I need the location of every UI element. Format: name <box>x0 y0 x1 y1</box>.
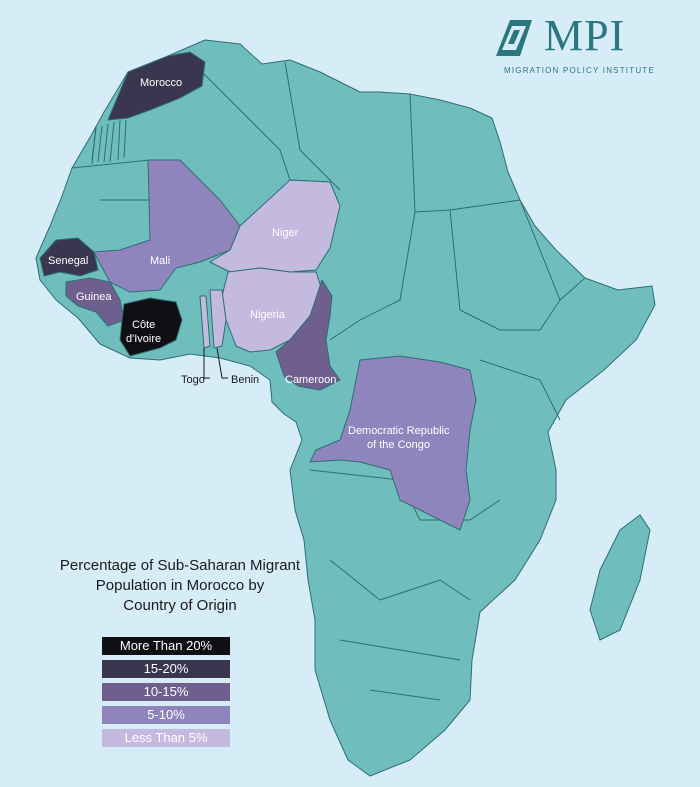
legend-item-under-5: Less Than 5% <box>102 729 230 747</box>
label-niger: Niger <box>272 227 299 239</box>
legend: More Than 20% 15-20% 10-15% 5-10% Less T… <box>102 637 230 752</box>
label-nigeria: Nigeria <box>250 309 286 321</box>
country-mali <box>93 159 241 293</box>
label-morocco: Morocco <box>140 77 182 89</box>
country-drc <box>309 355 477 531</box>
country-guinea <box>65 277 125 327</box>
country-benin <box>209 289 227 349</box>
label-drc-line1: Democratic Republic <box>348 425 450 437</box>
label-guinea: Guinea <box>76 291 112 303</box>
label-togo: Togo <box>181 374 205 386</box>
label-cote-divoire-line1: Côte <box>132 319 155 331</box>
label-mali: Mali <box>150 255 170 267</box>
western-sahara-hatch <box>91 119 127 163</box>
madagascar <box>589 514 651 641</box>
mpi-logo: MPI MIGRATION POLICY INSTITUTE <box>492 11 682 80</box>
callout-lines <box>203 347 228 379</box>
country-cameroon <box>275 279 341 391</box>
country-senegal <box>39 237 99 277</box>
label-cote-divoire-line2: d'Ivoire <box>126 333 161 345</box>
legend-title: Percentage of Sub-Saharan Migrant Popula… <box>59 557 301 614</box>
mpi-logo-mark-icon <box>496 20 532 56</box>
mpi-logo-name: MPI <box>544 11 626 60</box>
country-cote-divoire <box>119 297 183 357</box>
mpi-logo-subtitle: MIGRATION POLICY INSTITUTE <box>504 66 655 75</box>
legend-item-over-20: More Than 20% <box>102 637 230 655</box>
label-senegal: Senegal <box>48 255 88 267</box>
legend-item-15-20: 15-20% <box>102 660 230 678</box>
country-togo <box>199 295 211 349</box>
label-cameroon: Cameroon <box>285 374 336 386</box>
legend-item-5-10: 5-10% <box>102 706 230 724</box>
country-niger <box>209 179 341 273</box>
legend-item-10-15: 10-15% <box>102 683 230 701</box>
label-drc-line2: of the Congo <box>367 439 430 451</box>
country-morocco <box>107 51 206 121</box>
label-benin: Benin <box>231 374 259 386</box>
